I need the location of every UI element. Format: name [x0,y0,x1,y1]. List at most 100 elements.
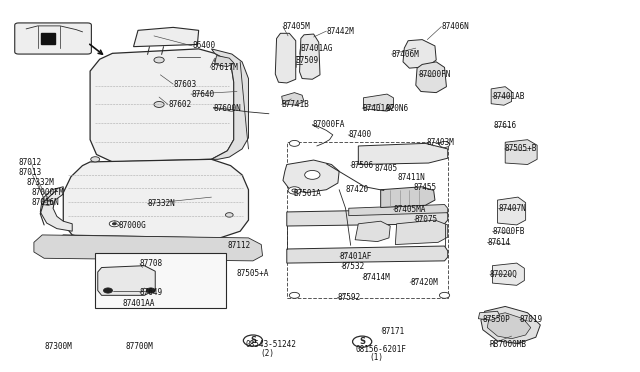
Text: S: S [359,337,365,346]
Circle shape [154,102,164,108]
Text: 87405M: 87405M [283,22,310,31]
Text: 87600N: 87600N [213,104,241,113]
Text: 87617M: 87617M [210,63,238,72]
Text: 87401AA: 87401AA [122,299,154,308]
Bar [95,253,226,308]
Circle shape [109,221,120,227]
Polygon shape [283,160,339,193]
Text: B7401AG: B7401AG [300,44,333,53]
Text: 87550P: 87550P [482,315,510,324]
Text: 87332M: 87332M [26,178,54,187]
Text: 87640: 87640 [191,90,214,99]
Text: (2): (2) [260,349,275,358]
Text: 87411N: 87411N [397,173,425,182]
Text: 87455: 87455 [414,183,437,192]
Text: 87505+B: 87505+B [504,144,537,153]
Circle shape [292,189,297,192]
Text: 87616: 87616 [493,122,517,131]
Circle shape [243,335,262,346]
Polygon shape [34,235,262,261]
Polygon shape [358,143,448,164]
Text: 87708: 87708 [140,259,163,268]
Polygon shape [478,311,500,320]
Text: 87420: 87420 [346,185,369,194]
Text: 87012: 87012 [19,158,42,167]
Circle shape [154,57,164,63]
Polygon shape [355,221,390,241]
Text: 87000FB: 87000FB [492,227,525,236]
Text: B7741B: B7741B [282,100,309,109]
Text: 87603: 87603 [173,80,196,89]
Polygon shape [364,94,394,111]
Text: 87020Q: 87020Q [490,270,518,279]
Polygon shape [287,209,448,226]
Text: 87171: 87171 [382,327,405,336]
Text: 87405: 87405 [375,164,398,173]
Text: RB7000MB: RB7000MB [490,340,527,349]
Text: B7509: B7509 [296,56,319,65]
Polygon shape [287,246,448,263]
Text: 87300M: 87300M [44,342,72,351]
Text: 87649: 87649 [140,288,163,297]
Polygon shape [211,49,248,159]
Text: 87414M: 87414M [363,273,390,282]
Polygon shape [481,307,540,343]
Polygon shape [403,39,436,68]
Polygon shape [487,313,531,339]
Circle shape [214,57,227,64]
Circle shape [289,292,300,298]
Text: 87407N: 87407N [498,204,526,213]
Polygon shape [349,205,448,216]
Text: 87602: 87602 [168,100,191,109]
Text: 87614: 87614 [487,238,511,247]
Text: 86400: 86400 [192,41,216,51]
Circle shape [440,141,450,147]
Polygon shape [214,55,234,67]
Circle shape [305,170,320,179]
Text: 87400: 87400 [348,130,371,140]
Text: S: S [250,336,256,345]
Text: B7501A: B7501A [294,189,321,198]
Text: 87442M: 87442M [326,26,354,36]
Circle shape [91,157,100,162]
Polygon shape [396,220,448,244]
Circle shape [288,187,301,194]
Text: 87532: 87532 [342,262,365,271]
Polygon shape [53,235,242,256]
Polygon shape [282,93,304,105]
Text: 87075: 87075 [415,215,438,224]
Polygon shape [381,187,435,208]
Polygon shape [300,34,320,79]
Text: 87016N: 87016N [31,198,59,207]
Polygon shape [63,159,248,241]
Text: 87403M: 87403M [426,138,454,147]
Text: 87506: 87506 [351,161,374,170]
Text: 87505+A: 87505+A [237,269,269,278]
Text: 08156-6201F: 08156-6201F [355,344,406,353]
Polygon shape [275,33,296,83]
Polygon shape [40,187,72,231]
Text: 87405MA: 87405MA [394,205,426,214]
Polygon shape [492,263,524,285]
Text: 87000FM: 87000FM [31,188,64,197]
Circle shape [353,336,372,347]
Polygon shape [416,62,447,93]
Text: 08543-51242: 08543-51242 [246,340,297,349]
Circle shape [440,292,450,298]
Text: (1): (1) [370,353,384,362]
Text: 87332N: 87332N [148,199,175,208]
Polygon shape [491,87,511,105]
Text: 87401AB: 87401AB [492,92,525,101]
FancyBboxPatch shape [15,23,92,54]
Text: 87592: 87592 [337,294,360,302]
Text: 87000FN: 87000FN [419,70,451,78]
Text: 870N6: 870N6 [385,104,408,113]
Polygon shape [505,140,537,164]
Bar [41,33,55,44]
Polygon shape [90,49,234,162]
Text: 87000G: 87000G [119,221,147,230]
Polygon shape [98,266,156,295]
Circle shape [147,288,156,293]
Circle shape [113,223,116,225]
Text: 87112: 87112 [227,241,250,250]
